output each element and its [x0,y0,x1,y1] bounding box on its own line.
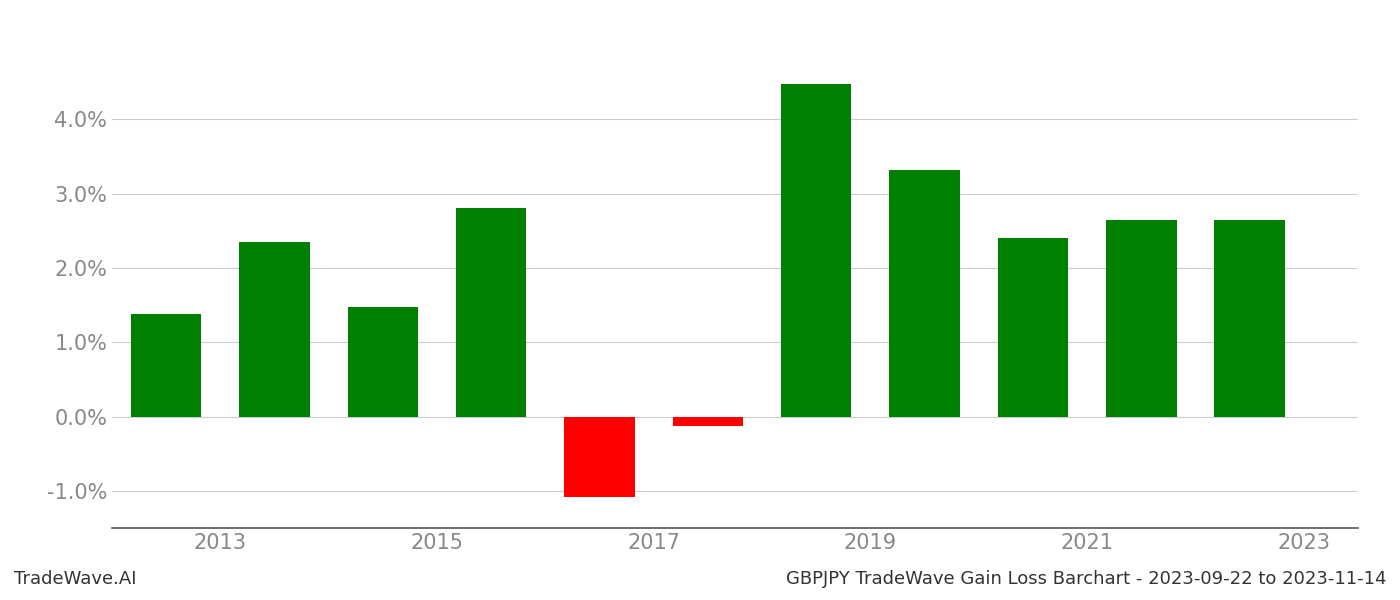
Bar [998,238,1068,416]
Bar [239,242,309,416]
Bar [889,170,960,416]
Text: TradeWave.AI: TradeWave.AI [14,570,137,588]
Bar [781,84,851,416]
Text: GBPJPY TradeWave Gain Loss Barchart - 2023-09-22 to 2023-11-14: GBPJPY TradeWave Gain Loss Barchart - 20… [785,570,1386,588]
Bar [672,416,743,426]
Bar [1214,220,1285,416]
Bar [564,416,634,497]
Bar [347,307,419,416]
Bar [456,208,526,416]
Bar [132,314,202,416]
Bar [1106,220,1176,416]
